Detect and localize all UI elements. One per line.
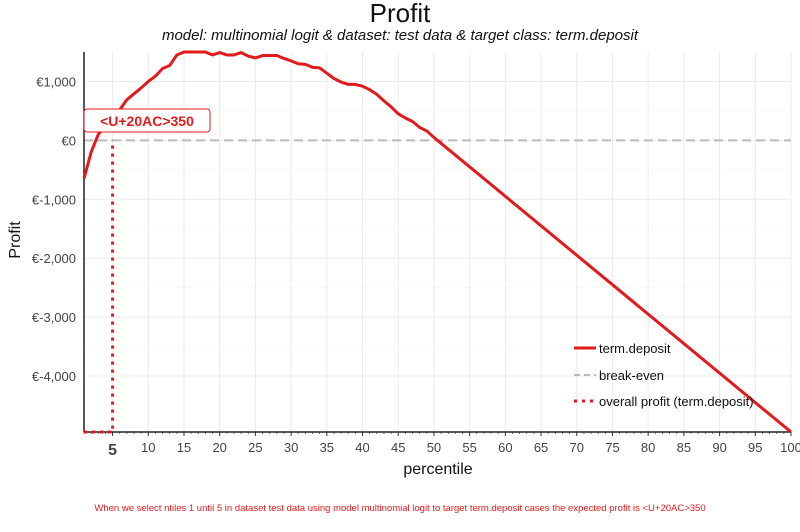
x-tick-label: 15 [177, 440, 191, 455]
x-tick-label: 60 [498, 440, 512, 455]
x-tick-label: 40 [355, 440, 369, 455]
series-lines [82, 50, 792, 434]
x-tick-label: 55 [462, 440, 476, 455]
x-tick-label: 25 [248, 440, 262, 455]
x-tick-label: 45 [391, 440, 405, 455]
y-axis-label: Profit [7, 221, 24, 259]
x-tick-label: 65 [534, 440, 548, 455]
y-tick-label: €-3,000 [32, 310, 76, 325]
y-tick-label: €-2,000 [32, 251, 76, 266]
x-tick-label: 80 [641, 440, 655, 455]
x-axis-label: percentile [403, 461, 472, 478]
x-tick-label-highlight: 5 [108, 442, 117, 459]
series-line-overall-profit-term-deposit [84, 140, 115, 434]
chart-caption: When we select ntiles 1 until 5 in datas… [94, 503, 705, 514]
y-tick-label: €-4,000 [32, 369, 76, 384]
legend-label-term-deposit: term.deposit [599, 341, 671, 356]
legend-label-break-even: break-even [599, 368, 664, 383]
chart-subtitle: model: multinomial logit & dataset: test… [162, 27, 639, 44]
x-tick-label: 20 [212, 440, 226, 455]
annotation-label: <U+20AC>350 [100, 113, 194, 129]
x-tick-labels: 5 10 15 20 25 30 35 40 45 50 55 60 65 70 75 80 85 90 95 100 [108, 440, 800, 459]
legend: term.deposit break-even overall profit (… [574, 341, 754, 409]
profit-annotation: <U+20AC>350 [83, 108, 211, 133]
x-tick-label: 90 [712, 440, 726, 455]
x-tick-label: 85 [677, 440, 691, 455]
x-tick-label: 70 [570, 440, 584, 455]
x-tick-label: 95 [748, 440, 762, 455]
y-tick-label: €1,000 [36, 74, 76, 89]
x-tick-label: 100 [780, 440, 800, 455]
y-tick-label: €-1,000 [32, 192, 76, 207]
chart-title: Profit [370, 0, 431, 28]
x-tick-label: 50 [427, 440, 441, 455]
x-tick-label: 10 [141, 440, 155, 455]
y-tick-label: €0 [62, 133, 76, 148]
y-tick-labels: €1,000 €0 €-1,000 €-2,000 €-3,000 €-4,000 [32, 74, 76, 384]
x-tick-label: 35 [320, 440, 334, 455]
legend-label-overall-profit: overall profit (term.deposit) [599, 394, 754, 409]
x-tick-label: 75 [605, 440, 619, 455]
x-tick-label: 30 [284, 440, 298, 455]
series-line-term-deposit [82, 50, 792, 434]
annotation-box [83, 108, 211, 133]
